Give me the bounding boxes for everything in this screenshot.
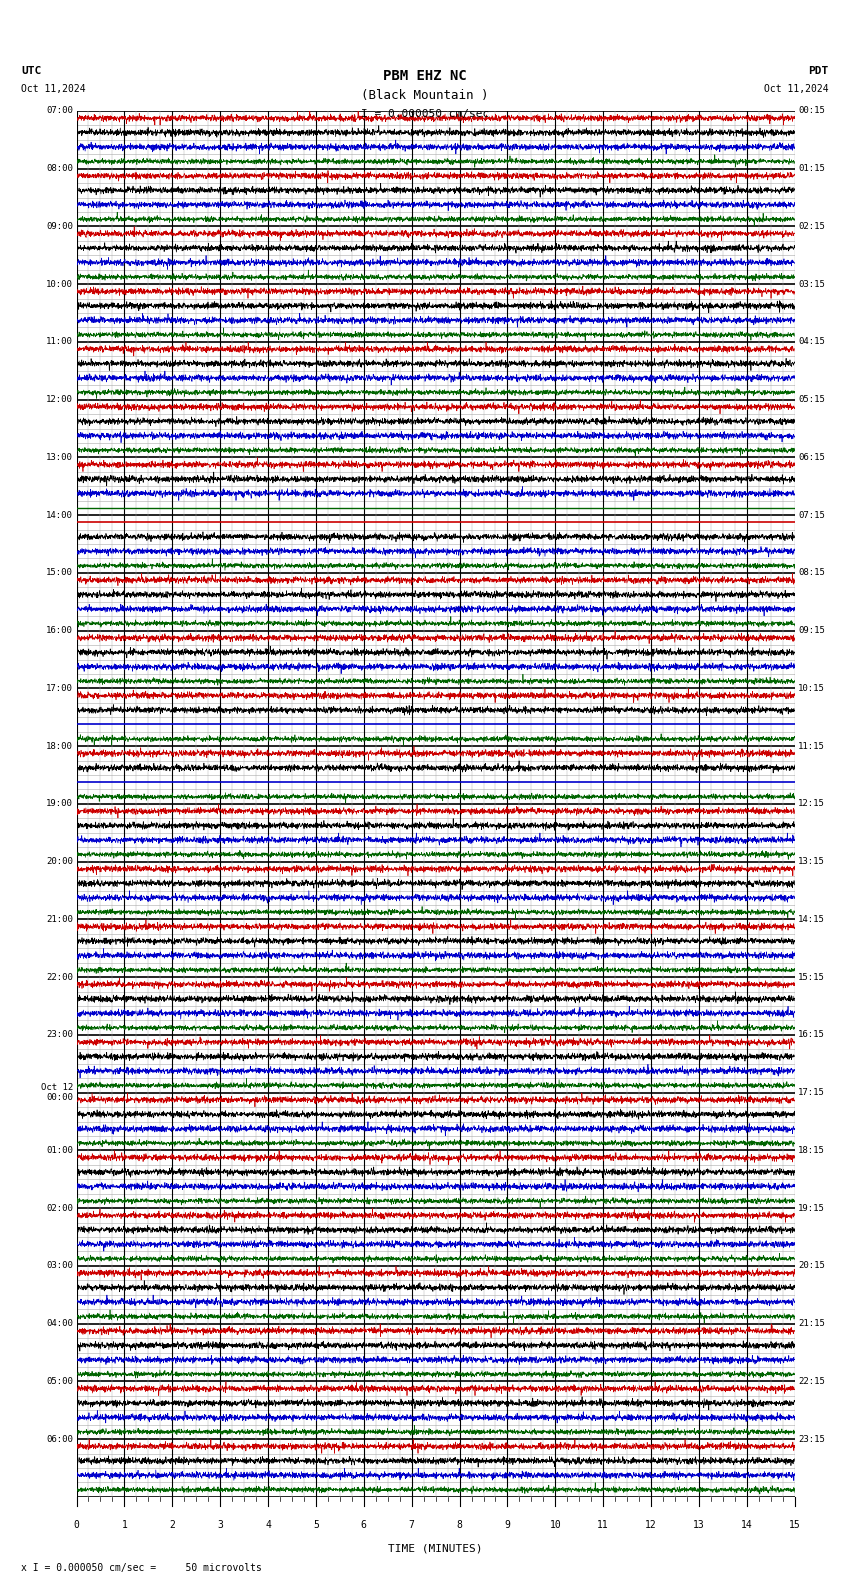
Text: 20:15: 20:15 [798, 1261, 825, 1270]
Text: 09:15: 09:15 [798, 626, 825, 635]
Text: 04:15: 04:15 [798, 337, 825, 347]
Text: Oct 11,2024: Oct 11,2024 [764, 84, 829, 93]
Text: 14:00: 14:00 [46, 510, 73, 520]
Text: 15:00: 15:00 [46, 569, 73, 578]
Text: 11: 11 [598, 1521, 609, 1530]
Text: 22:15: 22:15 [798, 1376, 825, 1386]
Text: UTC: UTC [21, 67, 42, 76]
Text: 17:00: 17:00 [46, 684, 73, 692]
Text: 14: 14 [741, 1521, 753, 1530]
Text: PBM EHZ NC: PBM EHZ NC [383, 70, 467, 82]
Text: PDT: PDT [808, 67, 829, 76]
Text: 05:00: 05:00 [46, 1376, 73, 1386]
Text: 3: 3 [218, 1521, 223, 1530]
Text: 01:15: 01:15 [798, 165, 825, 173]
Text: 10:15: 10:15 [798, 684, 825, 692]
Text: 15:15: 15:15 [798, 973, 825, 982]
Text: 20:00: 20:00 [46, 857, 73, 866]
Text: 15: 15 [789, 1521, 801, 1530]
Text: 12:00: 12:00 [46, 394, 73, 404]
Text: 13:00: 13:00 [46, 453, 73, 463]
Text: 7: 7 [409, 1521, 415, 1530]
Text: 10: 10 [549, 1521, 561, 1530]
Text: 05:15: 05:15 [798, 394, 825, 404]
Text: 07:15: 07:15 [798, 510, 825, 520]
Text: 1: 1 [122, 1521, 127, 1530]
Text: 10:00: 10:00 [46, 280, 73, 288]
Text: 5: 5 [313, 1521, 319, 1530]
Text: 03:15: 03:15 [798, 280, 825, 288]
Text: Oct 12
00:00: Oct 12 00:00 [41, 1083, 73, 1102]
Text: 16:00: 16:00 [46, 626, 73, 635]
Text: 08:00: 08:00 [46, 165, 73, 173]
Text: 02:15: 02:15 [798, 222, 825, 231]
Text: 01:00: 01:00 [46, 1145, 73, 1155]
Text: 16:15: 16:15 [798, 1030, 825, 1039]
Text: 12: 12 [645, 1521, 657, 1530]
Text: 09:00: 09:00 [46, 222, 73, 231]
Text: 4: 4 [265, 1521, 271, 1530]
Text: 11:00: 11:00 [46, 337, 73, 347]
Text: (Black Mountain ): (Black Mountain ) [361, 89, 489, 101]
Text: Oct 11,2024: Oct 11,2024 [21, 84, 86, 93]
Text: x I = 0.000050 cm/sec =     50 microvolts: x I = 0.000050 cm/sec = 50 microvolts [21, 1563, 262, 1573]
Text: 00:15: 00:15 [798, 106, 825, 116]
Text: 17:15: 17:15 [798, 1088, 825, 1098]
Text: 6: 6 [361, 1521, 366, 1530]
Text: 21:15: 21:15 [798, 1319, 825, 1327]
Text: 06:15: 06:15 [798, 453, 825, 463]
Text: 08:15: 08:15 [798, 569, 825, 578]
Text: 9: 9 [505, 1521, 510, 1530]
Text: 21:00: 21:00 [46, 916, 73, 923]
Text: 22:00: 22:00 [46, 973, 73, 982]
Text: 12:15: 12:15 [798, 800, 825, 808]
Text: 23:00: 23:00 [46, 1030, 73, 1039]
Text: 13:15: 13:15 [798, 857, 825, 866]
Text: 13: 13 [693, 1521, 705, 1530]
Text: 18:00: 18:00 [46, 741, 73, 751]
Text: 8: 8 [456, 1521, 462, 1530]
Text: 07:00: 07:00 [46, 106, 73, 116]
Text: 18:15: 18:15 [798, 1145, 825, 1155]
Text: 03:00: 03:00 [46, 1261, 73, 1270]
Text: 19:15: 19:15 [798, 1204, 825, 1213]
Text: I = 0.000050 cm/sec: I = 0.000050 cm/sec [361, 109, 489, 119]
Text: 19:00: 19:00 [46, 800, 73, 808]
Text: 06:00: 06:00 [46, 1435, 73, 1443]
Text: 02:00: 02:00 [46, 1204, 73, 1213]
Text: 23:15: 23:15 [798, 1435, 825, 1443]
Text: 11:15: 11:15 [798, 741, 825, 751]
Text: TIME (MINUTES): TIME (MINUTES) [388, 1543, 483, 1552]
Text: 04:00: 04:00 [46, 1319, 73, 1327]
Text: 2: 2 [169, 1521, 175, 1530]
Text: 0: 0 [74, 1521, 79, 1530]
Text: 14:15: 14:15 [798, 916, 825, 923]
